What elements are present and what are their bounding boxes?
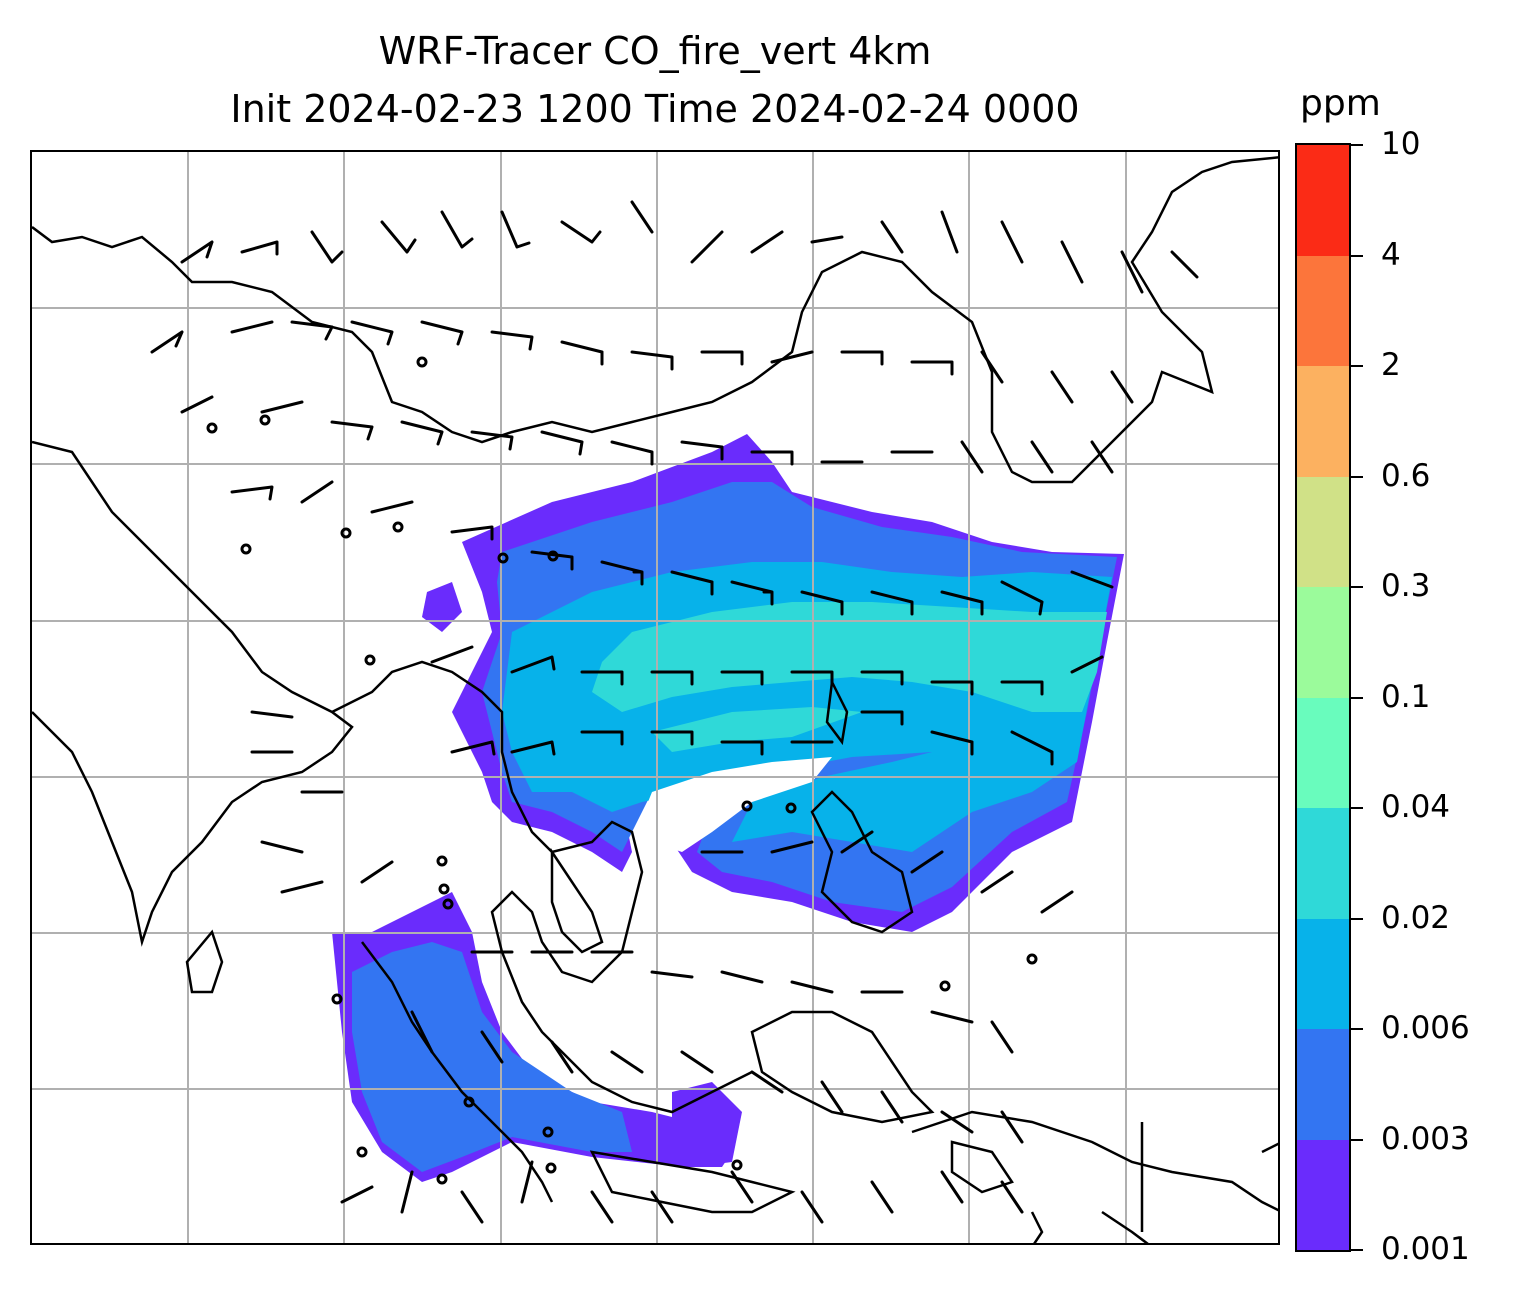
colorbar-tick-label: 0.1 [1381,678,1431,715]
coastlines [32,156,1278,1243]
colorbar-segment [1297,697,1349,808]
colorbar-tick-label: 0.006 [1381,1010,1470,1046]
colorbar-tick-label: 10 [1381,126,1421,162]
map-canvas [32,152,1278,1243]
colorbar-tick-label: 0.02 [1381,899,1451,936]
colorbar-tick [1351,1028,1363,1030]
tracer-shading [332,434,1124,1182]
tracer-plume-main-b4 [592,602,1107,712]
colorbar-segment [1297,366,1349,477]
colorbar-unit-label: ppm [1300,83,1381,124]
tracer-plume-south-b2 [352,942,632,1172]
colorbar-tick [1351,144,1363,146]
tracer-plume-small-outer [422,582,462,632]
colorbar-tick-label: 2 [1381,347,1401,383]
colorbar-tick [1351,696,1363,699]
colorbar-segment [1297,255,1349,366]
colorbar-tick-label: 0.001 [1381,1231,1470,1267]
colorbar-tick-label: 0.003 [1381,1120,1470,1157]
tracer-clear-region [642,757,832,852]
colorbar-segment [1297,808,1349,919]
colorbar [1295,143,1351,1252]
colorbar-tick-label: 0.04 [1381,789,1451,825]
colorbar-segment [1297,1029,1349,1140]
colorbar-tick [1351,475,1363,478]
colorbar-tick-label: 4 [1381,236,1401,273]
colorbar-tick-label: 0.3 [1381,568,1431,604]
colorbar-tick [1351,917,1363,920]
map-title-line1: WRF-Tracer CO_fire_vert 4km [378,29,932,73]
tracer-plume-main-b4b [652,707,862,752]
map-title-line2: Init 2024-02-23 1200 Time 2024-02-24 000… [230,87,1080,131]
colorbar-tick-label: 0.6 [1381,457,1431,494]
colorbar-tick [1351,1249,1363,1251]
colorbar-segment [1297,587,1349,698]
colorbar-segment [1297,145,1349,256]
colorbar-tick [1351,365,1363,367]
colorbar-segment [1297,476,1349,587]
map-panel[interactable] [30,150,1280,1245]
calm-wind-circles [206,356,1038,1185]
colorbar-tick [1351,1138,1363,1141]
colorbar-tick [1351,254,1363,257]
colorbar-tick [1351,807,1363,809]
colorbar-tick [1351,586,1363,588]
colorbar-segment [1297,1139,1349,1250]
wind-barbs [150,200,1199,1224]
colorbar-segment [1297,918,1349,1029]
